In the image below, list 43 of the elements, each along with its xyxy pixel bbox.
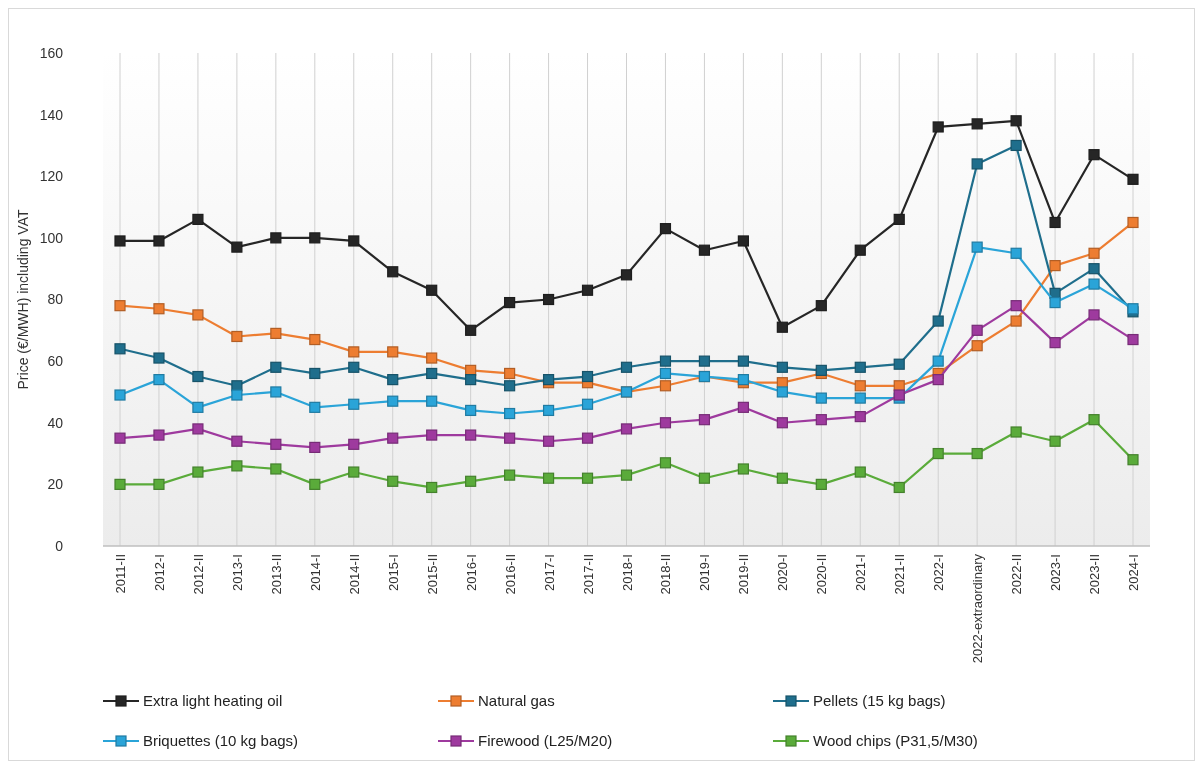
x-tick-label: 2017-II — [580, 554, 596, 595]
x-tick-label: 2018-II — [658, 554, 674, 595]
legend-label: Extra light heating oil — [143, 692, 283, 710]
x-tick-label: 2021-I — [853, 554, 869, 591]
x-tick-label: 2019-I — [697, 554, 713, 591]
y-tick-label: 0 — [55, 537, 64, 554]
x-tick-label: 2012-I — [151, 554, 167, 591]
x-tick-label: 2016-II — [502, 554, 518, 595]
legend-label: Wood chips (P31,5/M30) — [813, 732, 978, 750]
legend-label: Briquettes (10 kg bags) — [143, 732, 299, 750]
x-tick-label: 2016-I — [463, 554, 479, 591]
y-tick-label: 140 — [39, 106, 64, 123]
x-tick-label: 2020-II — [814, 554, 830, 595]
legend-label: Natural gas — [478, 692, 555, 710]
legend-label: Firewood (L25/M20) — [478, 732, 613, 750]
x-tick-label: 2024-I — [1126, 554, 1141, 591]
y-axis-title: Price (€/MWH) including VAT — [15, 209, 31, 390]
y-tick-label: 20 — [47, 476, 64, 493]
legend-label: Pellets (15 kg bags) — [813, 692, 946, 710]
y-tick-label: 160 — [39, 44, 64, 61]
x-tick-label: 2020-I — [775, 554, 791, 591]
x-tick-label: 2015-II — [424, 554, 440, 595]
x-tick-label: 2013-I — [229, 554, 245, 591]
x-tick-label: 2014-I — [307, 554, 323, 591]
y-tick-label: 40 — [47, 414, 64, 431]
y-tick-label: 100 — [39, 229, 64, 246]
x-tick-label: 2018-I — [619, 554, 635, 591]
x-tick-label: 2014-II — [346, 554, 362, 595]
y-tick-label: 60 — [47, 353, 64, 370]
x-tick-label: 2021-II — [892, 554, 908, 595]
x-tick-label: 2012-II — [190, 554, 206, 595]
x-tick-label: 2015-I — [385, 554, 401, 591]
x-tick-label: 2022-II — [1009, 554, 1025, 595]
x-tick-label: 2022-I — [931, 554, 947, 591]
x-tick-label: 2023-I — [1048, 554, 1064, 591]
x-tick-label: 2011-II — [113, 554, 128, 594]
x-tick-label: 2023-II — [1087, 554, 1103, 595]
y-tick-label: 80 — [47, 291, 64, 308]
x-tick-label: 2013-II — [268, 554, 284, 595]
x-tick-label: 2017-I — [541, 554, 557, 591]
y-tick-label: 120 — [39, 168, 64, 185]
x-tick-label: 2022-extraordinary — [970, 553, 986, 664]
x-tick-label: 2019-II — [736, 554, 752, 595]
